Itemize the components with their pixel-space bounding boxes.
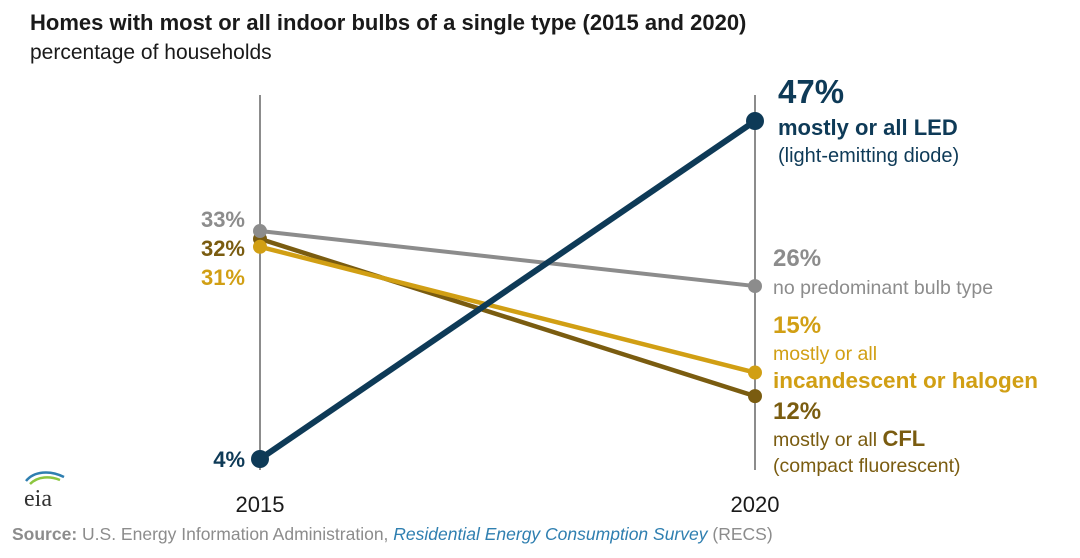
eia-logo: eia bbox=[20, 468, 70, 512]
cfl-desc-bold: CFL bbox=[882, 426, 925, 451]
led-label-2020: 47% bbox=[778, 73, 844, 110]
x-tick-2020: 2020 bbox=[731, 492, 780, 517]
source-abbr: (RECS) bbox=[712, 524, 773, 544]
led-desc-line2: (light-emitting diode) bbox=[778, 145, 959, 167]
cfl-desc-prefix: mostly or all bbox=[773, 429, 882, 451]
source-org: U.S. Energy Information Administration, bbox=[82, 524, 389, 544]
led-desc-line1: mostly or all LED bbox=[778, 115, 958, 140]
incandescent-label-2015: 31% bbox=[201, 265, 245, 290]
source-label: Source: bbox=[12, 524, 78, 544]
no-predominant-line bbox=[259, 229, 756, 289]
no-predominant-point-2015 bbox=[253, 224, 267, 239]
chart-title: Homes with most or all indoor bulbs of a… bbox=[30, 10, 747, 35]
led-line bbox=[258, 118, 757, 462]
incandescent-desc-line1: mostly or all bbox=[773, 343, 877, 365]
incandescent-line bbox=[259, 244, 756, 375]
cfl-desc-line1: mostly or all CFL bbox=[773, 426, 925, 451]
no-predominant-desc: no predominant bulb type bbox=[773, 277, 993, 299]
led-label-2015: 4% bbox=[213, 447, 245, 472]
chart-subtitle: percentage of households bbox=[30, 41, 272, 64]
led-point-2020 bbox=[746, 112, 764, 130]
cfl-point-2020 bbox=[748, 389, 762, 404]
slope-chart: 2015 2020 4% 33% 32% 31% 47% mostly or a… bbox=[201, 73, 1038, 517]
incandescent-desc-line2: incandescent or halogen bbox=[773, 368, 1038, 393]
no-predominant-label-2015: 33% bbox=[201, 207, 245, 232]
led-point-2015 bbox=[251, 450, 269, 468]
no-predominant-point-2020 bbox=[748, 279, 762, 294]
incandescent-label-2020: 15% bbox=[773, 312, 821, 339]
no-predominant-label-2020: 26% bbox=[773, 245, 821, 272]
cfl-label-2020: 12% bbox=[773, 398, 821, 425]
source-note: Source: U.S. Energy Information Administ… bbox=[12, 524, 773, 545]
eia-logo-text: eia bbox=[24, 486, 52, 512]
cfl-desc-line2: (compact fluorescent) bbox=[773, 455, 961, 477]
incandescent-point-2015 bbox=[253, 239, 267, 254]
source-survey-link[interactable]: Residential Energy Consumption Survey bbox=[393, 524, 708, 544]
cfl-label-2015: 32% bbox=[201, 236, 245, 261]
cfl-line bbox=[259, 236, 756, 399]
x-tick-2015: 2015 bbox=[236, 492, 285, 517]
incandescent-point-2020 bbox=[748, 365, 762, 380]
